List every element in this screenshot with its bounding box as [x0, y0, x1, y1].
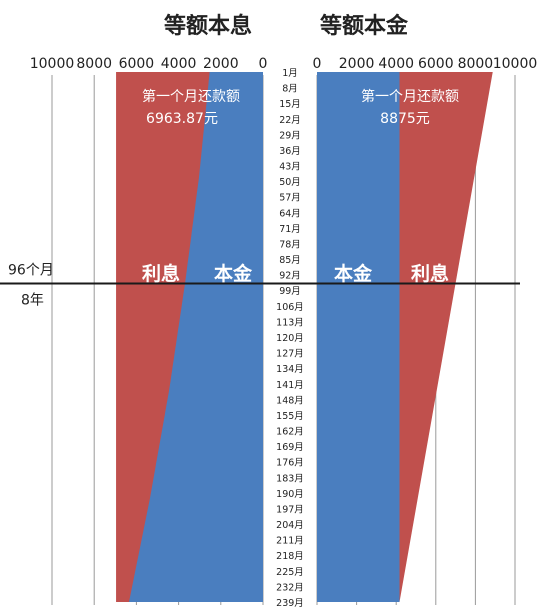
month-tick-label: 50月 — [279, 177, 301, 188]
month-tick-label: 78月 — [279, 239, 301, 250]
left-principal-area — [129, 72, 263, 602]
month-tick-label: 8月 — [282, 84, 298, 95]
left-x-tick-label: 2000 — [203, 56, 239, 72]
marker-label-months: 96个月 — [8, 263, 54, 279]
left-x-tick-label: 4000 — [161, 56, 197, 72]
left-x-tick-label: 10000 — [30, 56, 75, 72]
month-tick-label: 190月 — [276, 489, 304, 500]
month-tick-label: 239月 — [276, 598, 304, 609]
month-tick-label: 127月 — [276, 349, 304, 360]
right-chart-title: 等额本金 — [320, 13, 409, 39]
month-tick-label: 148月 — [276, 395, 304, 406]
month-tick-label: 134月 — [276, 364, 304, 375]
left-x-tick-label: 0 — [259, 56, 268, 72]
left-first-payment-value: 6963.87元 — [146, 111, 218, 127]
month-tick-label: 218月 — [276, 551, 304, 562]
month-tick-label: 36月 — [279, 146, 301, 157]
month-axis: 1月 8月 15月 22月 29月 36月 43月 50月 57月 64月 71月 78月 85月 92月… — [276, 68, 304, 609]
month-tick-label: 85月 — [279, 255, 301, 266]
month-tick-label: 92月 — [279, 271, 301, 282]
right-interest-label: 利息 — [411, 262, 449, 285]
left-principal-label: 本金 — [214, 262, 253, 285]
right-x-tick-label: 4000 — [378, 56, 414, 72]
right-first-payment-label: 第一个月还款额 — [361, 88, 459, 105]
right-x-tick-label: 6000 — [418, 56, 454, 72]
right-x-tick-label: 0 — [313, 56, 322, 72]
month-tick-label: 64月 — [279, 208, 301, 219]
month-tick-label: 43月 — [279, 162, 301, 173]
month-tick-label: 155月 — [276, 411, 304, 422]
right-principal-area — [317, 72, 400, 602]
equal-installment-panel: 等额本息 10000 8000 6000 4000 2000 0 第一个月还款额 6963.87… — [30, 13, 268, 605]
month-tick-label: 162月 — [276, 427, 304, 438]
month-tick-label: 176月 — [276, 458, 304, 469]
month-tick-label: 225月 — [276, 567, 304, 578]
month-tick-label: 1月 — [282, 68, 298, 79]
month-tick-label: 197月 — [276, 504, 304, 515]
equal-principal-panel: 等额本金 0 2000 4000 6000 8000 10000 第一个月还款额 8875元本金… — [313, 13, 538, 605]
month-tick-label: 183月 — [276, 473, 304, 484]
left-interest-label: 利息 — [142, 262, 180, 285]
right-first-payment-value: 8875元 — [380, 111, 430, 127]
month-tick-label: 120月 — [276, 333, 304, 344]
month-tick-label: 169月 — [276, 442, 304, 453]
month-tick-label: 22月 — [279, 115, 301, 126]
right-principal-label: 本金 — [334, 262, 373, 285]
left-x-tick-label: 8000 — [76, 56, 112, 72]
month-tick-label: 71月 — [279, 224, 301, 235]
marker-label-years: 8年 — [21, 293, 44, 309]
96-month-marker: 96个月 8年 — [0, 263, 520, 309]
right-interest-area — [399, 72, 493, 602]
month-tick-label: 99月 — [279, 286, 301, 297]
right-x-tick-label: 8000 — [458, 56, 494, 72]
month-tick-label: 106月 — [276, 302, 304, 313]
right-x-tick-label: 2000 — [339, 56, 375, 72]
month-tick-label: 57月 — [279, 193, 301, 204]
right-x-tick-label: 10000 — [493, 56, 538, 72]
month-tick-label: 204月 — [276, 520, 304, 531]
month-tick-label: 15月 — [279, 99, 301, 110]
left-chart-title: 等额本息 — [164, 13, 252, 39]
month-tick-label: 29月 — [279, 130, 301, 141]
month-tick-label: 141月 — [276, 380, 304, 391]
month-tick-label: 113月 — [276, 317, 304, 328]
left-first-payment-label: 第一个月还款额 — [142, 88, 240, 105]
month-tick-label: 211月 — [276, 536, 304, 547]
month-tick-label: 232月 — [276, 582, 304, 593]
left-x-tick-label: 6000 — [119, 56, 155, 72]
